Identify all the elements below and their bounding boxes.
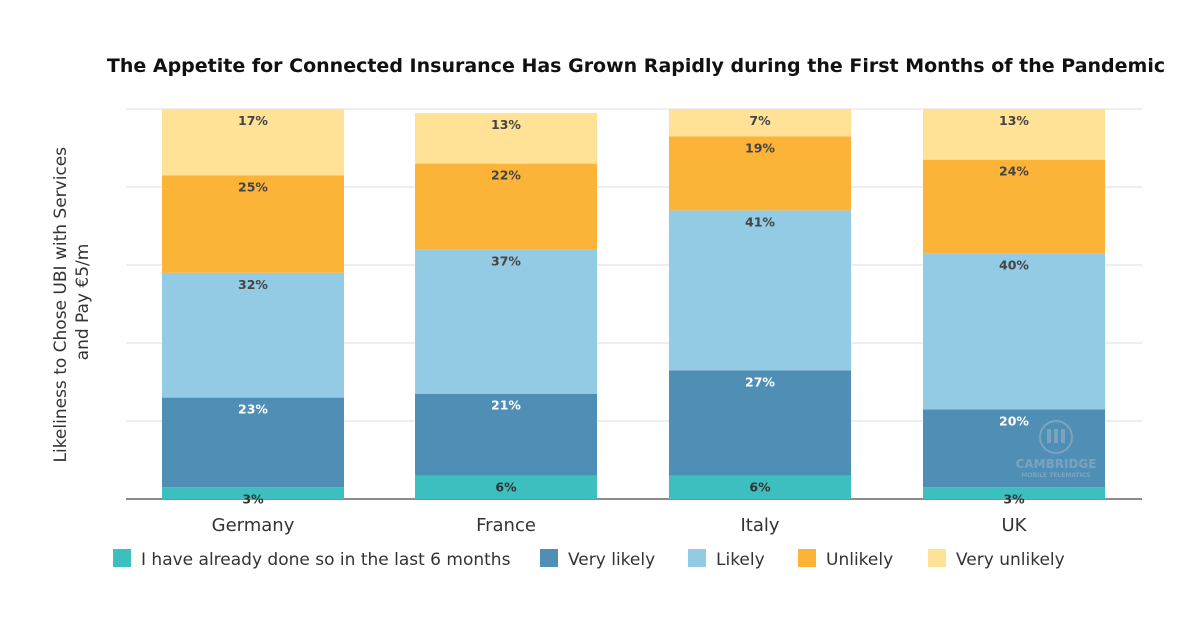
y-axis-label: Likeliness to Chose UBI with Services an…: [51, 141, 93, 462]
bar-segment: [923, 253, 1105, 410]
legend-swatch: [540, 549, 558, 567]
legend-swatch: [928, 549, 946, 567]
bars: [162, 109, 1105, 499]
watermark-line-2: MOBILE TELEMATICS: [1021, 472, 1090, 479]
data-label: 37%: [491, 253, 521, 268]
category-labels: Germany France Italy UK: [212, 515, 1028, 536]
data-label: 7%: [749, 113, 771, 128]
legend-swatch: [688, 549, 706, 567]
x-tick-label: Germany: [212, 515, 295, 536]
watermark: CAMBRIDGE MOBILE TELEMATICS: [1016, 420, 1097, 479]
legend-item: Very likely: [540, 549, 655, 570]
data-label: 13%: [999, 113, 1029, 128]
data-label: 6%: [495, 480, 517, 495]
watermark-logo-pillar: [1054, 429, 1058, 443]
bar-segment: [923, 409, 1105, 488]
legend-label: Unlikely: [826, 550, 893, 570]
data-label: 32%: [238, 277, 268, 292]
legend-item: I have already done so in the last 6 mon…: [113, 549, 511, 570]
data-label: 3%: [242, 491, 264, 506]
legend: I have already done so in the last 6 mon…: [113, 549, 1065, 570]
segment-labels: 3% 23% 32% 25% 17% 6% 21% 37% 22% 13% 6% 27% 41% 19% 7…: [238, 113, 1029, 506]
data-label: 24%: [999, 164, 1029, 179]
bar-segment: [669, 136, 851, 211]
y-axis-label-line-1: Likeliness to Chose UBI with Services: [51, 147, 71, 463]
data-label: 21%: [491, 398, 521, 413]
watermark-line-1: CAMBRIDGE: [1016, 457, 1097, 471]
data-label: 13%: [491, 117, 521, 132]
bar-segment: [923, 487, 1105, 499]
bar-segment: [162, 487, 344, 499]
legend-label: Very likely: [568, 550, 655, 570]
bar-segment: [415, 112, 597, 164]
bar-segment: [415, 163, 597, 250]
chart-title: The Appetite for Connected Insurance Has…: [107, 55, 1165, 77]
x-tick-label: Italy: [740, 515, 779, 536]
bar-segment: [162, 272, 344, 398]
data-label: 41%: [745, 214, 775, 229]
legend-swatch: [798, 549, 816, 567]
legend-item: Likely: [688, 549, 765, 570]
bar-segment: [669, 370, 851, 476]
data-label: 27%: [745, 374, 775, 389]
data-label: 19%: [745, 140, 775, 155]
legend-item: Unlikely: [798, 549, 893, 570]
bar-segment: [669, 475, 851, 499]
y-axis-label-line-2: and Pay €5/m: [73, 244, 93, 361]
bar-segment: [415, 393, 597, 476]
data-label: 17%: [238, 113, 268, 128]
data-label: 40%: [999, 257, 1029, 272]
watermark-logo-pillar: [1047, 429, 1051, 443]
bar-segment: [415, 475, 597, 499]
legend-item: Very unlikely: [928, 549, 1065, 570]
bar-segment: [415, 249, 597, 394]
bar-segment: [162, 397, 344, 488]
bar-segment: [669, 109, 851, 137]
bar-segment: [923, 109, 1105, 160]
legend-label: Very unlikely: [956, 550, 1065, 570]
data-label: 23%: [238, 402, 268, 417]
bar-segment: [669, 210, 851, 371]
bar-segment: [162, 109, 344, 176]
x-tick-label: France: [476, 515, 536, 536]
legend-label: Likely: [716, 550, 765, 570]
legend-label: I have already done so in the last 6 mon…: [141, 550, 511, 570]
data-label: 20%: [999, 413, 1029, 428]
x-tick-label: UK: [1002, 515, 1028, 536]
bar-segment: [162, 175, 344, 273]
watermark-logo-pillar: [1061, 429, 1065, 443]
data-label: 6%: [749, 480, 771, 495]
data-label: 3%: [1003, 491, 1025, 506]
data-label: 22%: [491, 168, 521, 183]
data-label: 25%: [238, 179, 268, 194]
legend-swatch: [113, 549, 131, 567]
watermark-logo-icon: [1039, 420, 1073, 454]
bar-segment: [923, 159, 1105, 254]
